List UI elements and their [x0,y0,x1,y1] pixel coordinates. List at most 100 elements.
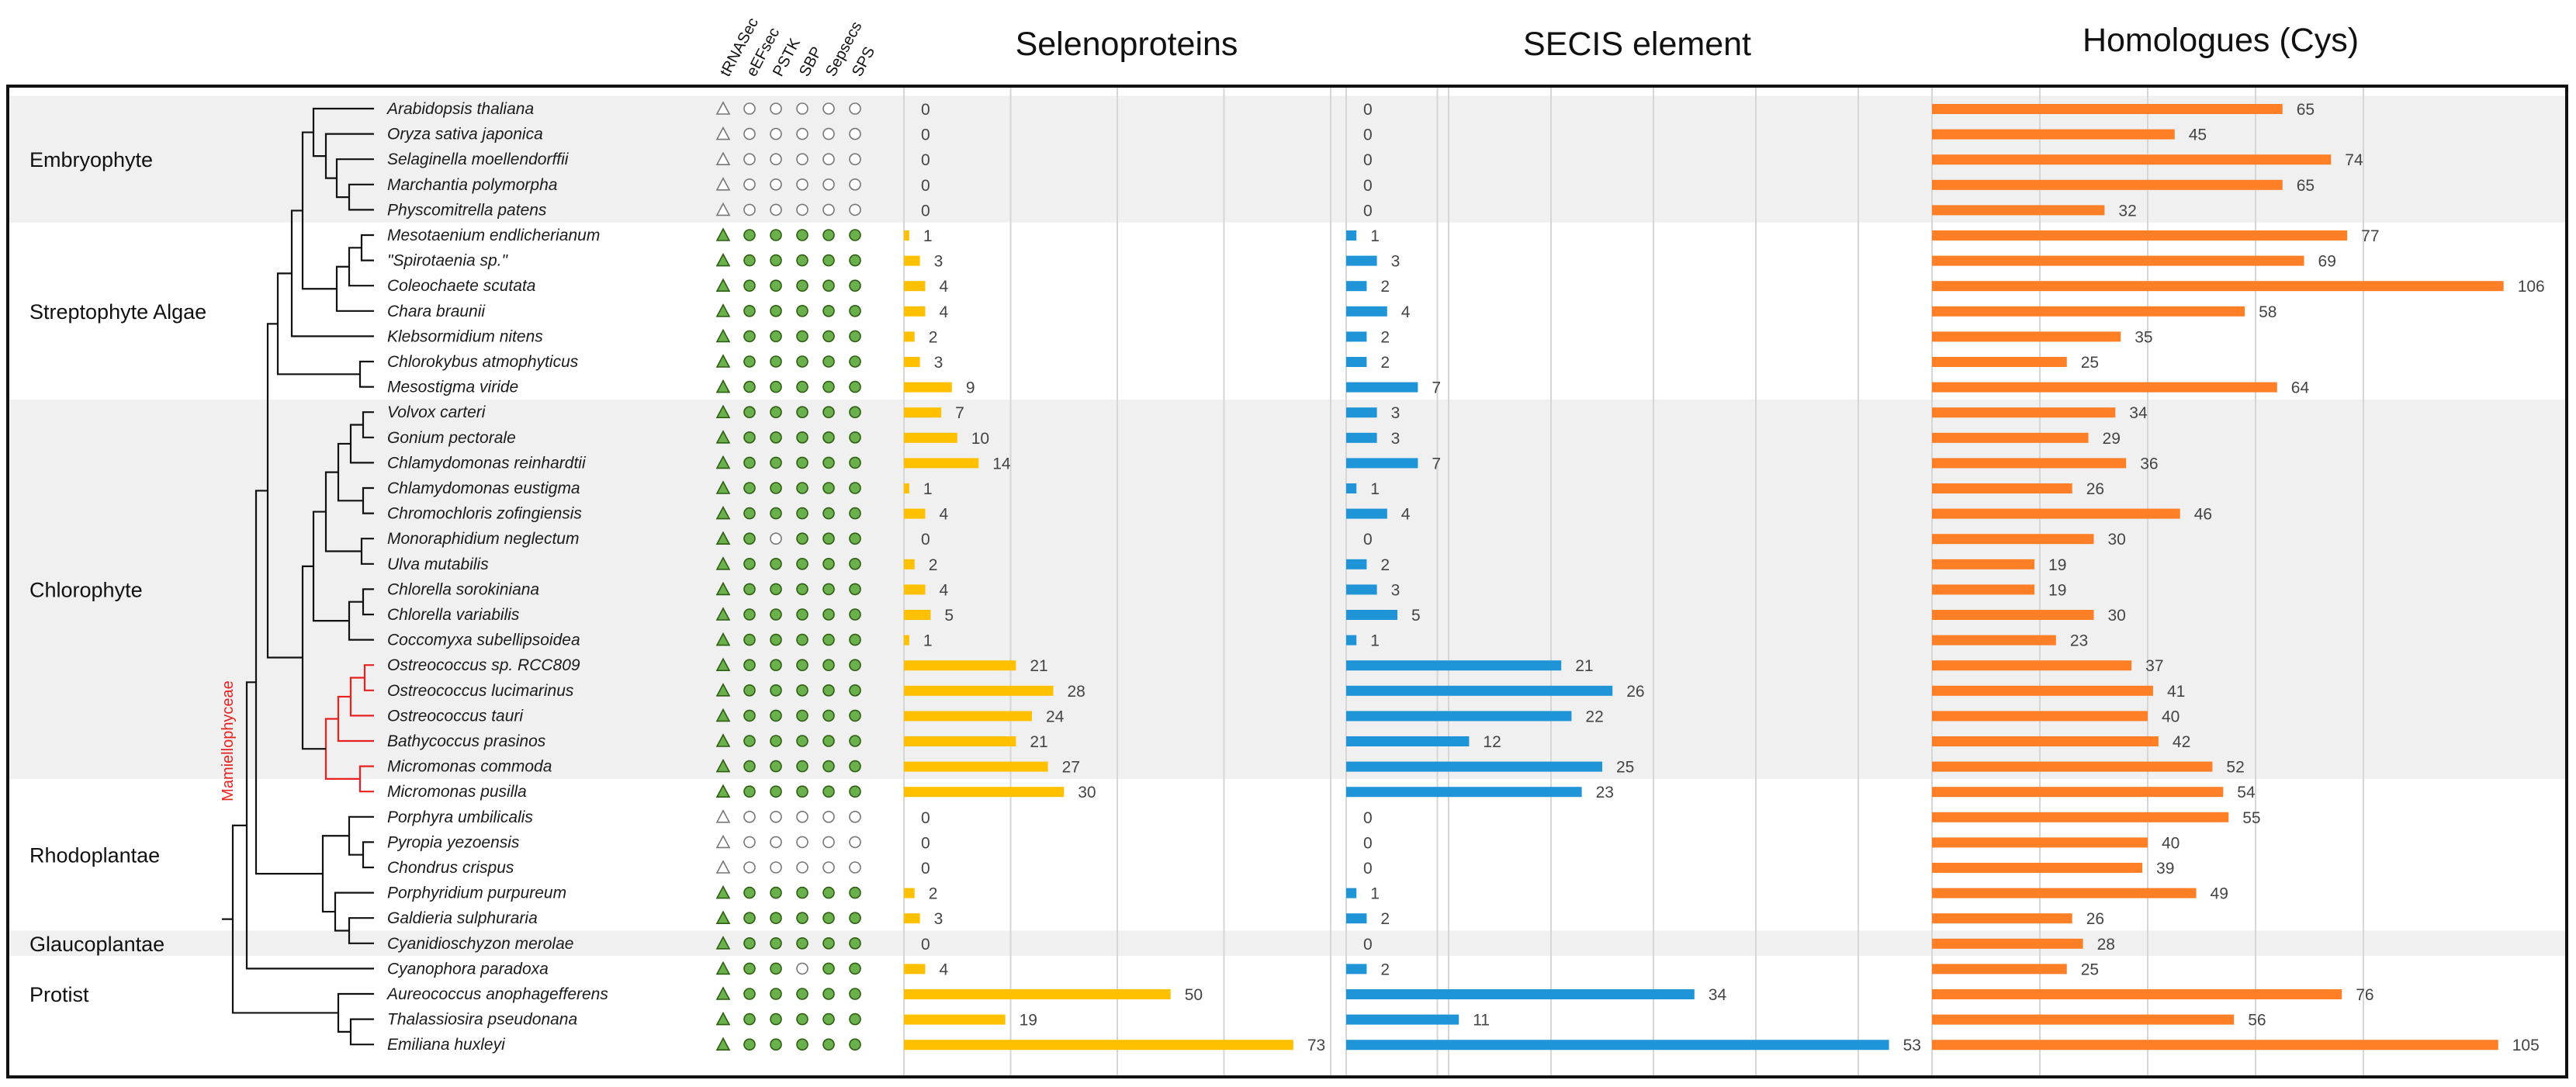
bar [1932,964,2067,974]
bar-value-label: 4 [1401,303,1411,321]
bar [904,230,909,241]
gene-marker [796,507,808,520]
trna-marker [715,784,731,798]
bar-value-label: 40 [2162,708,2180,725]
gene-marker [743,153,756,165]
gene-marker [796,988,808,1000]
gene-marker [796,608,808,621]
trna-marker [715,354,731,368]
bar-value-label: 34 [2129,404,2148,422]
bar-panels: 0000013442397101414024512128242127300002… [904,101,2545,1054]
trna-marker [715,657,731,672]
species-label: Aureococcus anophagefferens [386,985,608,1003]
bar-value-label: 7 [1432,455,1441,473]
bar [1346,432,1377,443]
species-label: Chlorokybus atmophyticus [387,353,579,371]
bar-value-label: 2 [1380,556,1390,574]
bar-value-label: 26 [1626,683,1644,701]
trna-marker [715,910,731,924]
bar [904,432,957,443]
bar-value-label: 23 [2070,632,2088,650]
bar [1932,559,2035,569]
gene-marker [743,988,756,1000]
species-label: Ulva mutabilis [387,556,489,573]
gene-marker [796,127,808,140]
bar [1932,711,2148,722]
bar-value-label: 4 [940,506,949,524]
gene-marker [822,304,835,317]
trna-marker [715,632,731,646]
bar [1932,306,2245,317]
species-label: Coccomyxa subellipsoidea [387,632,580,649]
gene-marker [770,836,782,849]
species-label: Klebsormidium nitens [387,327,543,345]
bar-value-label: 25 [1616,759,1634,777]
bar [1932,787,2224,798]
bar-value-label: 58 [2259,303,2277,321]
gene-marker [743,127,756,140]
gene-marker [770,279,782,293]
gene-marker [743,203,756,216]
gene-marker [849,912,861,924]
group-band [9,930,2565,957]
bar-value-label: 69 [2318,253,2336,271]
bar [1932,179,2283,190]
gene-marker [770,380,782,393]
trna-marker [715,177,731,191]
bar-value-label: 73 [1307,1037,1325,1054]
gene-marker [822,557,835,570]
tree-branch [348,815,374,856]
bar-value-label: 54 [2237,784,2256,801]
gene-marker [849,684,861,697]
bar-value-label: 3 [1391,404,1401,422]
gene-marker [743,633,756,646]
species-label: Chlorella sorokiniana [387,580,539,598]
gene-marker [796,178,808,191]
gene-marker [796,355,808,368]
bar-value-label: 0 [1363,126,1373,144]
bar [1346,1014,1459,1025]
gene-marker [743,912,756,924]
bar-value-label: 5 [1411,607,1421,625]
figure-frame [6,85,2568,1078]
bar-value-label: 0 [921,177,930,195]
gene-marker [849,482,861,494]
bar-value-label: 24 [1046,708,1065,725]
gene-marker [743,583,756,596]
bar-value-label: 3 [1391,581,1401,599]
trna-marker [715,278,731,293]
gene-marker [796,203,808,216]
bar [1932,255,2304,266]
bar [1346,761,1602,772]
gene-marker [796,785,808,798]
bar-value-label: 1 [923,480,933,498]
bar-value-label: 2 [929,556,938,574]
trna-marker [715,607,731,621]
bar-value-label: 7 [955,404,964,422]
bar [904,407,942,418]
gene-marker [822,330,835,343]
gene-marker [796,279,808,293]
gene-marker [796,861,808,874]
species-label: Chlamydomonas eustigma [387,479,580,497]
bar-value-label: 21 [1030,733,1047,751]
species-label: Porphyra umbilicalis [387,808,533,826]
gene-marker [822,608,835,621]
gene-marker [743,482,756,494]
trna-marker [715,683,731,697]
bar-value-label: 3 [934,910,943,928]
bar-value-label: 1 [1370,885,1380,903]
species-label: Gonium pectorale [387,429,516,447]
phylogenetic-tree: Mamiellophyceae [220,107,374,1046]
gene-marker [743,684,756,697]
bar [1932,913,2072,924]
gene-marker [796,760,808,773]
trna-marker [715,809,731,823]
group-label: Streptophyte Algae [29,300,206,324]
gene-marker [822,583,835,596]
bar [904,888,915,898]
bar [904,989,1171,999]
gene-marker [822,760,835,773]
gene-marker [796,633,808,646]
group-labels: Embryophyte Streptophyte Algae Chlorophyte… [29,148,206,1006]
